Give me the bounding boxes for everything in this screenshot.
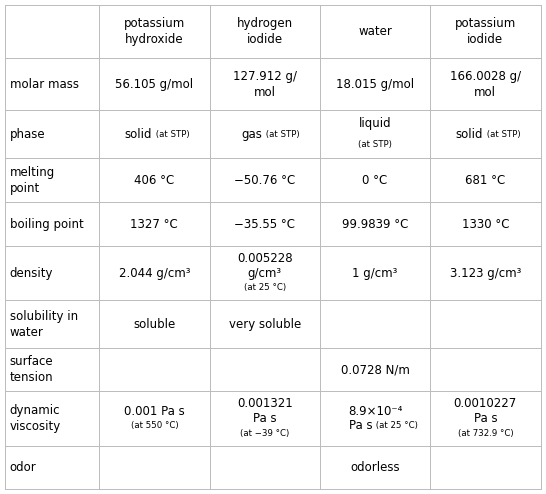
Text: 8.9×10⁻⁴: 8.9×10⁻⁴ xyxy=(348,405,402,418)
Text: −35.55 °C: −35.55 °C xyxy=(234,218,295,231)
Text: 99.9839 °C: 99.9839 °C xyxy=(342,218,408,231)
Text: odor: odor xyxy=(10,461,37,474)
Text: soluble: soluble xyxy=(133,318,175,330)
Text: (at −39 °C): (at −39 °C) xyxy=(240,429,289,438)
Text: very soluble: very soluble xyxy=(229,318,301,330)
Text: odorless: odorless xyxy=(350,461,400,474)
Text: 681 °C: 681 °C xyxy=(465,174,506,187)
Text: 0.001 Pa s: 0.001 Pa s xyxy=(124,405,185,418)
Text: 1327 °C: 1327 °C xyxy=(130,218,178,231)
Text: (at 732.9 °C): (at 732.9 °C) xyxy=(458,429,513,438)
Text: gas: gas xyxy=(241,127,262,141)
Text: (at 25 °C): (at 25 °C) xyxy=(244,283,286,292)
Text: 2.044 g/cm³: 2.044 g/cm³ xyxy=(118,267,190,280)
Text: surface
tension: surface tension xyxy=(10,355,54,384)
Text: (at 550 °C): (at 550 °C) xyxy=(130,421,178,430)
Text: solubility in
water: solubility in water xyxy=(10,310,78,338)
Text: (at STP): (at STP) xyxy=(484,129,520,139)
Text: molar mass: molar mass xyxy=(10,78,79,91)
Text: 0.001321: 0.001321 xyxy=(237,397,293,411)
Text: dynamic
viscosity: dynamic viscosity xyxy=(10,404,61,433)
Text: Pa s: Pa s xyxy=(473,412,497,425)
Text: (at STP): (at STP) xyxy=(263,129,300,139)
Text: Pa s: Pa s xyxy=(349,419,372,432)
Text: density: density xyxy=(10,267,54,280)
Text: hydrogen
iodide: hydrogen iodide xyxy=(236,17,293,46)
Text: potassium
hydroxide: potassium hydroxide xyxy=(124,17,185,46)
Text: g/cm³: g/cm³ xyxy=(248,267,282,280)
Text: 0.0010227: 0.0010227 xyxy=(454,397,517,411)
Text: melting
point: melting point xyxy=(10,166,55,195)
Text: (at STP): (at STP) xyxy=(153,129,189,139)
Text: Pa s: Pa s xyxy=(253,412,276,425)
Text: −50.76 °C: −50.76 °C xyxy=(234,174,295,187)
Text: 56.105 g/mol: 56.105 g/mol xyxy=(115,78,193,91)
Text: 166.0028 g/
mol: 166.0028 g/ mol xyxy=(450,70,521,99)
Text: water: water xyxy=(358,25,392,38)
Text: potassium
iodide: potassium iodide xyxy=(455,17,516,46)
Text: 0.0728 N/m: 0.0728 N/m xyxy=(341,363,410,376)
Text: solid: solid xyxy=(455,127,483,141)
Text: 127.912 g/
mol: 127.912 g/ mol xyxy=(233,70,296,99)
Text: 3.123 g/cm³: 3.123 g/cm³ xyxy=(450,267,521,280)
Text: 0 °C: 0 °C xyxy=(363,174,388,187)
Text: 406 °C: 406 °C xyxy=(134,174,175,187)
Text: solid: solid xyxy=(124,127,152,141)
Text: liquid: liquid xyxy=(359,117,391,130)
Text: 1330 °C: 1330 °C xyxy=(461,218,509,231)
Text: 18.015 g/mol: 18.015 g/mol xyxy=(336,78,414,91)
Text: 0.005228: 0.005228 xyxy=(237,252,293,265)
Text: phase: phase xyxy=(10,127,45,141)
Text: (at STP): (at STP) xyxy=(358,140,392,149)
Text: (at 25 °C): (at 25 °C) xyxy=(373,421,418,430)
Text: 1 g/cm³: 1 g/cm³ xyxy=(352,267,397,280)
Text: boiling point: boiling point xyxy=(10,218,84,231)
